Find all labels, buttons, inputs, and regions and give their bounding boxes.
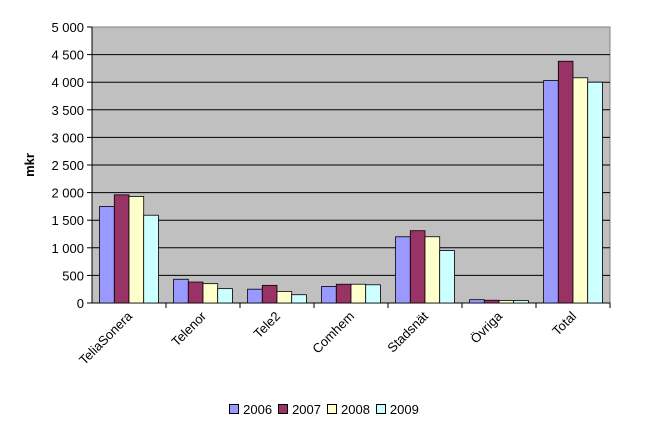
y-tick-label: 3 500 <box>51 103 84 118</box>
y-tick-label: 3 000 <box>51 130 84 145</box>
bar-2009 <box>439 250 455 304</box>
legend-label: 2006 <box>243 401 273 417</box>
legend-label: 2009 <box>389 401 419 417</box>
bar-2006 <box>247 288 263 304</box>
x-tick-label: TeliaSonera <box>76 308 136 368</box>
bar-2009 <box>587 81 603 304</box>
y-tick-label: 4 500 <box>51 48 84 63</box>
bar-2008 <box>350 283 367 304</box>
bar-2008 <box>498 300 515 304</box>
bar-2007 <box>335 283 352 304</box>
bar-2007 <box>409 230 426 304</box>
x-tick-label: Tele2 <box>251 309 284 342</box>
bar-2006 <box>395 236 411 304</box>
bar-2007 <box>187 281 204 304</box>
bar-2007 <box>483 299 500 304</box>
bar-2006 <box>469 299 485 304</box>
y-tick-label: 1 500 <box>51 213 84 228</box>
y-tick-label: 2 000 <box>51 186 84 201</box>
legend: 2006 2007 2008 2009 <box>0 398 654 420</box>
bar-2009 <box>143 214 159 304</box>
bar-2007 <box>113 194 130 304</box>
y-tick-label: 1 000 <box>51 241 84 256</box>
y-tick-label: 500 <box>62 268 84 283</box>
bar-2009 <box>291 294 307 304</box>
bar-2006 <box>173 278 189 304</box>
legend-item: 2008 <box>327 402 370 417</box>
x-tick-label: Comhem <box>309 309 357 357</box>
legend-swatch <box>229 404 240 414</box>
bar-2009 <box>513 300 529 304</box>
legend-label: 2007 <box>292 401 321 417</box>
y-tick-label: 2 500 <box>51 158 84 173</box>
x-tick-label: Stadsnät <box>384 308 431 355</box>
bar-2006 <box>321 286 337 304</box>
legend-swatch <box>278 404 289 414</box>
bar-2008 <box>202 283 219 304</box>
legend-label: 2008 <box>341 401 370 417</box>
bar-2008 <box>276 291 293 304</box>
legend-item: 2007 <box>278 402 321 417</box>
x-tick-label: Telenor <box>168 308 209 349</box>
x-tick-label: Total <box>549 308 579 338</box>
bar-2006 <box>543 80 559 304</box>
x-tick-label: Övriga <box>467 308 505 346</box>
legend-swatch <box>375 404 386 414</box>
bar-2009 <box>365 284 381 304</box>
y-tick-label: 0 <box>77 296 84 311</box>
bar-2007 <box>557 60 574 304</box>
bar-2007 <box>261 284 278 304</box>
legend-item: 2006 <box>229 402 272 417</box>
legend-item: 2009 <box>375 401 419 417</box>
bar-2006 <box>99 205 115 304</box>
bar-2008 <box>128 196 145 304</box>
bar-2008 <box>572 77 589 304</box>
y-tick-label: 4 000 <box>51 75 84 90</box>
bar-2008 <box>424 236 441 304</box>
bar-2009 <box>217 288 233 304</box>
y-tick-label: 5 000 <box>51 20 84 35</box>
legend-swatch <box>327 404 337 414</box>
y-axis-label: mkr <box>22 153 37 177</box>
